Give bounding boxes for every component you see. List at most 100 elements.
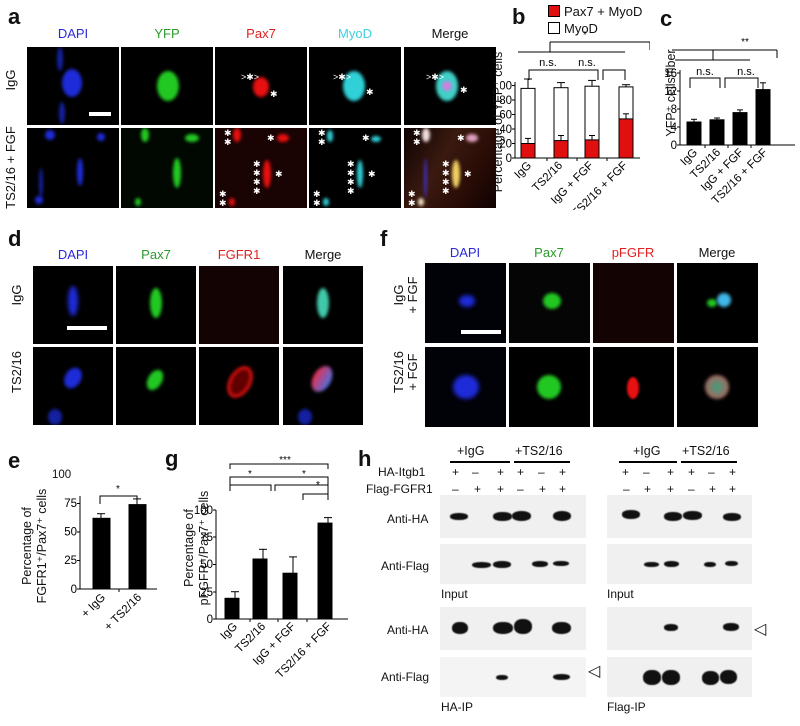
panel-d-col-fgfr1: FGFR1 xyxy=(217,247,261,262)
svg-text:8: 8 xyxy=(671,104,677,116)
legend-item-myod: MyoD xyxy=(548,21,598,36)
svg-text:16: 16 xyxy=(664,68,677,80)
svg-text:0: 0 xyxy=(671,140,677,152)
h-right-group-ts216-line xyxy=(681,461,737,463)
micrograph-a-igg-yfp xyxy=(121,47,213,125)
panel-a-col-myod: MyoD xyxy=(338,26,372,41)
h-row-flag-fgfr1: Flag-FGFR1 xyxy=(366,482,433,496)
micrograph-a-ts216-myod: ✱ ✱ ✱ ✱ ✱ ✱ ✱ ✱ ✱ ✱ xyxy=(309,128,401,208)
panel-d-row-ts216: TS2/16 xyxy=(9,351,24,393)
h-left-flag-5: + xyxy=(539,482,547,496)
micrograph-f-igg-dapi xyxy=(425,263,506,343)
h-right-ha-5: – xyxy=(708,465,715,479)
svg-text:25: 25 xyxy=(200,587,213,599)
h-right-group-ts216: +TS2/16 xyxy=(682,444,730,458)
svg-text:75: 75 xyxy=(64,498,77,510)
panel-a-label: a xyxy=(8,4,21,29)
svg-text:IgG: IgG xyxy=(219,621,241,643)
blot-right-ip-anti-ha xyxy=(607,607,752,650)
micrograph-a-igg-merge: >✱> ✱ xyxy=(404,47,496,125)
micrograph-d-ts216-pax7 xyxy=(116,347,196,425)
svg-text:IgG: IgG xyxy=(513,160,535,182)
sig-g-triple-star: *** xyxy=(279,455,291,466)
micrograph-a-igg-pax7: >✱> ✱ xyxy=(215,47,307,125)
micrograph-d-igg-dapi xyxy=(33,266,113,344)
micrograph-a-igg-myod: >✱> ✱ xyxy=(309,47,401,125)
h-right-section-flag-ip: Flag-IP xyxy=(607,700,646,714)
micrograph-d-ts216-merge xyxy=(283,347,363,425)
micrograph-f-ts216-dapi xyxy=(425,347,506,427)
h-left-group-ts216-line xyxy=(514,461,570,463)
h-left-flag-6: + xyxy=(559,482,567,496)
micrograph-f-igg-pfgfr xyxy=(593,263,674,343)
panel-g-label: g xyxy=(165,446,179,471)
micrograph-d-igg-fgfr1 xyxy=(199,266,279,344)
blot-right-ip-anti-flag xyxy=(607,657,752,697)
panel-g-ylabel: Percentage of pFGFR⁺/Pax7⁺ cells xyxy=(182,490,211,606)
svg-text:50: 50 xyxy=(64,527,77,539)
panel-f-col-pfgfr: pFGFR xyxy=(611,245,655,260)
h-right-ha-2: – xyxy=(643,465,650,479)
micrograph-a-ts216-pax7: ✱ ✱ ✱ ✱ ✱ ✱ ✱ ✱ ✱ ✱ xyxy=(215,128,307,208)
svg-text:20: 20 xyxy=(500,139,512,151)
h-blot-label-ip-anti-ha: Anti-HA xyxy=(387,623,429,637)
h-right-flag-2: + xyxy=(644,482,652,496)
h-right-flag-5: + xyxy=(709,482,717,496)
panel-a-row-ts216-fgf: TS2/16 + FGF xyxy=(3,126,18,209)
panel-f-col-merge: Merge xyxy=(698,245,736,260)
panel-e-yaxis-top-tick: 100 xyxy=(52,469,72,481)
panel-a-col-pax7: Pax7 xyxy=(246,26,276,41)
h-row-ha-itgb1: HA-Itgb1 xyxy=(378,465,426,479)
blot-left-input-anti-ha xyxy=(440,495,586,538)
blot-right-input-anti-flag xyxy=(607,544,752,584)
h-left-flag-3: + xyxy=(497,482,505,496)
panel-d-col-dapi: DAPI xyxy=(57,247,89,262)
svg-text:12: 12 xyxy=(664,86,677,98)
h-left-section-ha-ip: HA-IP xyxy=(441,700,474,714)
panel-f-col-pax7: Pax7 xyxy=(534,245,564,260)
h-right-ha-3: + xyxy=(667,465,675,479)
sig-g-star-1: * xyxy=(248,469,252,480)
panel-b-ylabel: Percentage of YFP⁺ cells xyxy=(491,51,505,193)
svg-text:75: 75 xyxy=(200,532,213,544)
micrograph-a-ts216-yfp xyxy=(121,128,213,208)
micrograph-f-ts216-pfgfr xyxy=(593,347,674,427)
sig-c-ns-2: n.s. xyxy=(737,66,755,78)
svg-text:0: 0 xyxy=(207,614,213,626)
micrograph-d-ts216-fgfr1 xyxy=(199,347,279,425)
panel-a-row-igg: IgG xyxy=(3,69,18,91)
blot-left-input-anti-flag xyxy=(440,544,586,584)
chart-b: * n.s. n.s. 0 20 40 60 80 100 xyxy=(500,30,650,210)
sig-c-ns-1: n.s. xyxy=(696,66,714,78)
scale-bar xyxy=(89,112,111,116)
h-left-ha-4: + xyxy=(517,465,525,479)
legend-item-pax7-myod: Pax7 + MyoD xyxy=(548,4,642,19)
legend-swatch-white xyxy=(548,22,560,34)
svg-text:+ IgG: + IgG xyxy=(80,592,109,621)
micrograph-d-igg-merge xyxy=(283,266,363,344)
panel-f-row-ts216-fgf: TS2/16 + FGF xyxy=(391,351,420,393)
chart-g: *** * * * 0 25 50 75 100 IgG TS2/16 IgG … xyxy=(194,455,348,681)
panel-c-label: c xyxy=(660,6,673,31)
h-left-flag-1: – xyxy=(452,482,459,496)
panel-h-label: h xyxy=(358,446,372,471)
h-left-group-igg-line xyxy=(450,461,510,463)
panel-f-label: f xyxy=(380,226,388,251)
panel-f-row-igg-fgf: IgG + FGF xyxy=(391,276,420,314)
h-left-ha-6: + xyxy=(559,465,567,479)
h-blot-label-input-anti-ha: Anti-HA xyxy=(387,512,429,526)
panel-b-label: b xyxy=(512,4,526,29)
svg-text:100: 100 xyxy=(58,480,77,482)
svg-text:60: 60 xyxy=(500,110,512,122)
h-right-flag-3: + xyxy=(667,482,675,496)
h-right-ha-1: + xyxy=(622,465,630,479)
panel-d-label: d xyxy=(8,226,22,251)
h-right-ha-4: + xyxy=(688,465,696,479)
svg-text:50: 50 xyxy=(200,559,213,571)
sig-c-double-star: ** xyxy=(741,37,749,48)
h-right-ha-6: + xyxy=(729,465,737,479)
svg-text:100: 100 xyxy=(500,81,512,93)
svg-text:+ TS2/16: + TS2/16 xyxy=(103,592,145,630)
micrograph-f-ts216-merge xyxy=(677,347,758,427)
micrograph-a-igg-dapi xyxy=(27,47,119,125)
